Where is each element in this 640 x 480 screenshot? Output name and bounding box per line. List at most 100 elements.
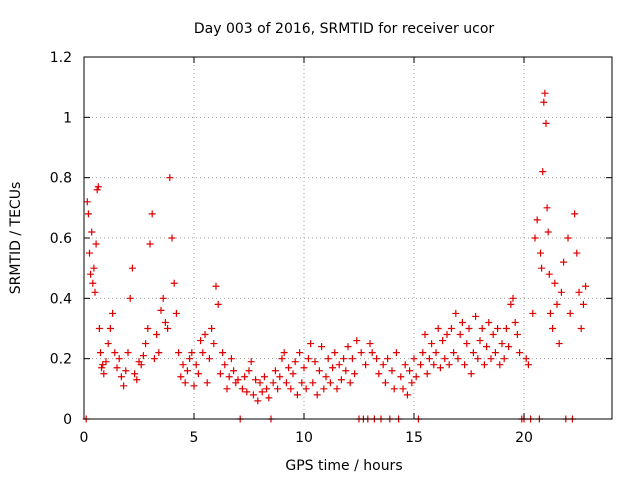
data-point xyxy=(406,367,414,375)
data-point xyxy=(296,349,304,357)
data-point xyxy=(496,361,504,369)
data-point xyxy=(421,331,429,339)
data-point xyxy=(280,349,288,357)
data-point xyxy=(212,282,220,290)
data-point xyxy=(543,204,551,212)
data-point xyxy=(375,370,383,378)
data-point xyxy=(304,355,312,363)
data-point xyxy=(265,394,273,402)
x-tick-label: 20 xyxy=(515,430,533,446)
data-point xyxy=(544,228,552,236)
data-point xyxy=(203,379,211,387)
data-point xyxy=(542,119,550,127)
data-point xyxy=(194,370,202,378)
data-point xyxy=(545,270,553,278)
data-point xyxy=(384,355,392,363)
data-point xyxy=(106,325,114,332)
data-point xyxy=(238,385,246,393)
data-point xyxy=(225,373,233,381)
data-point xyxy=(555,340,563,348)
data-point xyxy=(137,361,145,369)
data-point xyxy=(582,282,590,290)
data-point xyxy=(97,349,104,357)
data-point xyxy=(120,382,128,390)
data-point xyxy=(524,361,532,369)
data-point xyxy=(564,234,572,242)
data-point xyxy=(546,309,554,317)
data-point xyxy=(271,367,279,375)
data-point xyxy=(412,373,420,381)
data-point xyxy=(340,355,348,363)
data-point xyxy=(445,361,453,369)
data-point xyxy=(320,385,328,393)
data-point xyxy=(469,349,477,357)
data-point xyxy=(159,294,167,302)
y-tick-label: 0.6 xyxy=(50,231,72,247)
data-point xyxy=(133,376,141,384)
y-axis-ticks: 0 0.2 0.4 0.6 0.8 1 1.2 xyxy=(50,50,612,428)
data-point xyxy=(115,355,123,363)
data-point xyxy=(93,186,101,194)
data-point xyxy=(252,376,260,384)
data-point xyxy=(201,331,209,339)
data-point xyxy=(113,364,121,372)
data-point xyxy=(419,349,427,357)
data-point xyxy=(465,325,473,332)
data-point xyxy=(95,325,103,332)
data-point xyxy=(104,340,112,348)
data-point xyxy=(348,355,356,363)
data-point xyxy=(447,325,455,332)
x-axis-ticks: 0 5 10 15 20 xyxy=(80,57,533,446)
data-point xyxy=(276,373,284,381)
data-point xyxy=(461,361,469,369)
data-point xyxy=(315,367,323,375)
data-point xyxy=(172,309,180,317)
data-point xyxy=(513,331,521,339)
data-point xyxy=(430,361,438,369)
y-tick-label: 1 xyxy=(63,110,72,126)
data-point xyxy=(155,349,163,357)
data-point xyxy=(94,183,102,191)
data-point xyxy=(150,355,158,363)
data-point xyxy=(258,388,266,396)
data-point xyxy=(436,364,444,372)
data-point xyxy=(502,325,510,332)
data-point xyxy=(214,300,222,308)
data-point xyxy=(566,309,574,317)
data-point xyxy=(366,340,374,348)
data-point xyxy=(516,349,524,357)
data-point xyxy=(148,210,156,218)
y-tick-label: 0.8 xyxy=(50,171,72,187)
data-point xyxy=(86,249,93,257)
data-point xyxy=(146,240,154,248)
data-point xyxy=(298,379,306,387)
data-point xyxy=(128,264,136,272)
data-points xyxy=(82,89,590,423)
data-point xyxy=(100,370,108,378)
data-point xyxy=(509,294,517,302)
data-point xyxy=(91,288,99,296)
data-point xyxy=(161,318,169,326)
x-tick-label: 0 xyxy=(80,430,89,446)
data-point xyxy=(87,270,95,278)
data-point xyxy=(326,379,334,387)
data-point xyxy=(533,216,541,224)
data-point xyxy=(157,306,165,314)
y-tick-label: 0 xyxy=(63,412,72,428)
data-point xyxy=(278,355,286,363)
data-point xyxy=(357,349,365,357)
data-point xyxy=(553,300,561,308)
data-point xyxy=(190,382,198,390)
data-point xyxy=(313,391,321,399)
data-point xyxy=(403,391,411,399)
data-point xyxy=(498,340,506,348)
data-point xyxy=(179,361,187,369)
data-point xyxy=(417,361,425,369)
data-point xyxy=(131,370,139,378)
data-point xyxy=(399,385,407,393)
data-point xyxy=(274,385,282,393)
data-point xyxy=(245,367,253,375)
data-point xyxy=(260,373,268,381)
data-point xyxy=(208,325,216,332)
